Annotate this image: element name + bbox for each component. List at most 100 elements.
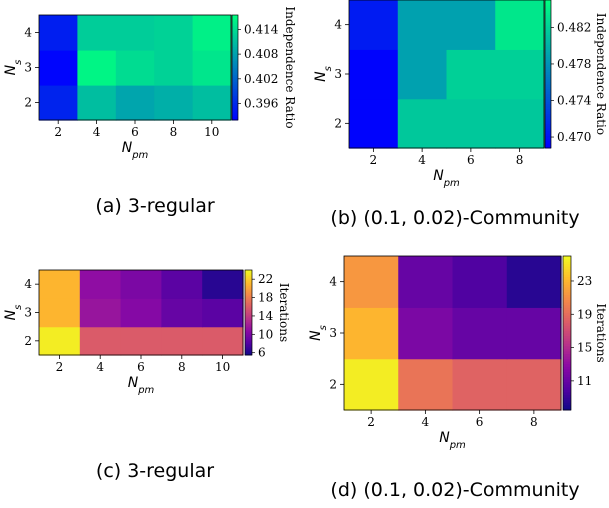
- colorbar-segment: [563, 392, 571, 396]
- heatmap-cell: [77, 50, 117, 86]
- y-tick-label: 3: [24, 61, 32, 75]
- colorbar-segment: [245, 295, 252, 298]
- colorbar-segment: [545, 61, 551, 65]
- heatmap-panel-3: 2 4 6 8 10 2 3 4 Npm Ns 6 10 14 18 22 Iterations (c) 3-r…: [3, 269, 291, 482]
- colorbar-tick-label: 0.470: [557, 130, 591, 144]
- colorbar-segment: [245, 292, 252, 295]
- colorbar-segment: [545, 83, 551, 87]
- colorbar-segment: [245, 353, 252, 356]
- x-tick-label: 8: [170, 125, 178, 139]
- colorbar-segment: [245, 336, 252, 339]
- colorbar-segment: [232, 43, 238, 46]
- x-tick-label: 6: [467, 153, 475, 167]
- colorbar-segment: [563, 345, 571, 349]
- colorbar-segment: [563, 291, 571, 295]
- heatmap-cell: [39, 270, 81, 299]
- colorbar-segment: [545, 37, 551, 40]
- colorbar-segment: [563, 348, 571, 352]
- colorbar-segment: [232, 50, 238, 53]
- colorbar-segment: [245, 281, 252, 284]
- colorbar-segment: [245, 326, 252, 329]
- colorbar-frame: [231, 14, 239, 121]
- colorbar-segment: [245, 270, 252, 272]
- colorbar-tick-label: 0.414: [244, 22, 279, 36]
- colorbar-segment: [545, 59, 551, 63]
- colorbar-segment: [545, 91, 551, 95]
- colorbar-segment: [545, 98, 551, 102]
- x-tick-label: 4: [93, 125, 101, 139]
- colorbar-segment: [245, 325, 252, 328]
- heatmap-cell: [115, 15, 155, 51]
- colorbar-segment: [563, 338, 571, 342]
- colorbar-segment: [563, 294, 571, 298]
- heatmap-cell: [397, 98, 448, 149]
- colorbar-segment: [232, 74, 238, 77]
- colorbar-tick-label: 19: [577, 307, 592, 321]
- heatmap-cell: [120, 326, 162, 356]
- colorbar-segment: [563, 402, 571, 406]
- colorbar-segment: [245, 284, 252, 287]
- colorbar-segment: [245, 329, 252, 332]
- colorbar-segment: [245, 319, 252, 322]
- x-axis-label: Npm: [433, 168, 460, 189]
- y-tick-label: 3: [329, 326, 337, 340]
- heatmap-cell: [79, 270, 122, 299]
- colorbar-segment: [232, 51, 238, 54]
- colorbar-segment: [545, 111, 551, 114]
- colorbar-segment: [563, 330, 571, 334]
- colorbar-tick-label: 0.396: [244, 97, 278, 111]
- colorbar-segment: [232, 18, 238, 21]
- heatmap-cell: [344, 307, 399, 360]
- colorbar-segment: [545, 64, 551, 68]
- x-tick-label: 2: [54, 125, 62, 139]
- colorbar-segment: [545, 120, 551, 124]
- colorbar-segment: [563, 343, 571, 347]
- colorbar-segment: [245, 279, 252, 282]
- colorbar-tick-label: 10: [258, 327, 273, 341]
- colorbar-segment: [545, 32, 551, 36]
- colorbar-segment: [545, 12, 551, 16]
- colorbar-segment: [245, 271, 252, 274]
- colorbar-segment: [563, 261, 571, 265]
- colorbar-segment: [232, 88, 238, 91]
- y-axis-label: Ns: [313, 66, 334, 82]
- heatmap-cell: [115, 85, 155, 121]
- colorbar-segment: [563, 358, 571, 362]
- colorbar-segment: [545, 128, 551, 132]
- colorbar-segment: [563, 381, 571, 385]
- x-tick-label: 4: [422, 415, 430, 429]
- colorbar-segment: [563, 340, 571, 344]
- colorbar-segment: [563, 317, 571, 321]
- colorbar-segment: [245, 296, 252, 299]
- colorbar-segment: [232, 37, 238, 40]
- colorbar-segment: [232, 53, 238, 56]
- colorbar-segment: [545, 71, 551, 75]
- heatmap-cell: [154, 85, 194, 121]
- colorbar-segment: [245, 294, 252, 296]
- colorbar-segment: [563, 371, 571, 375]
- y-tick-label: 2: [334, 116, 342, 130]
- colorbar-segment: [232, 71, 238, 74]
- x-tick-label: 6: [137, 360, 145, 374]
- colorbar-segment: [545, 0, 551, 3]
- colorbar-segment: [563, 335, 571, 339]
- heatmap-cell: [79, 298, 122, 328]
- colorbar-segment: [232, 62, 238, 65]
- colorbar-segment: [545, 17, 551, 21]
- colorbar-segment: [563, 361, 571, 365]
- colorbar-segment: [545, 125, 551, 129]
- y-axis-label: Ns: [3, 60, 24, 76]
- heatmap-cell: [202, 326, 244, 356]
- y-tick-label: 4: [329, 275, 337, 289]
- colorbar-segment: [232, 48, 238, 51]
- colorbar-frame: [562, 255, 572, 411]
- colorbar-segment: [563, 407, 571, 411]
- colorbar-segment: [545, 51, 551, 55]
- heatmap-cell: [115, 50, 155, 86]
- x-tick-label: 10: [215, 360, 230, 374]
- colorbar-segment: [245, 309, 252, 312]
- colorbar-segment: [545, 101, 551, 105]
- colorbar-segment: [232, 32, 238, 35]
- colorbar-segment: [232, 104, 238, 107]
- y-tick-label: 3: [334, 67, 342, 81]
